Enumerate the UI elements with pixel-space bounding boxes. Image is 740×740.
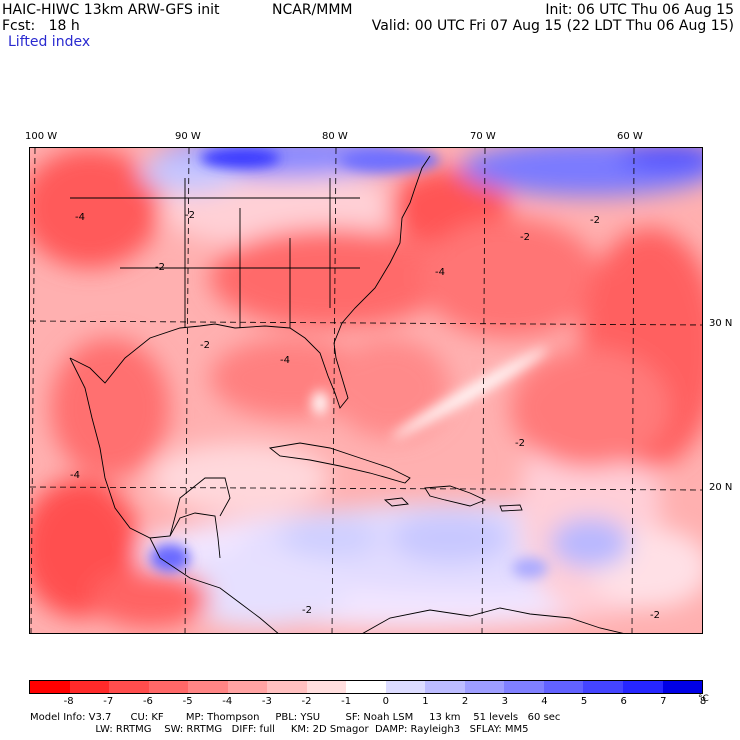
contour-label: -2 (200, 340, 210, 351)
contour-label: -2 (590, 215, 600, 226)
colorbar-tick-label: 0 (382, 696, 389, 707)
model-info-line1: Model Info: V3.7 CU: KF MP: Thompson PBL… (30, 712, 561, 723)
colorbar-swatch (188, 681, 228, 693)
colorbar-swatch (425, 681, 465, 693)
colorbar-swatch (109, 681, 149, 693)
lat-label-30n: 30 N (709, 318, 733, 329)
colorbar-swatch (346, 681, 386, 693)
contour-label: -2 (185, 210, 195, 221)
colorbar-swatch (504, 681, 544, 693)
map-canvas: -4 -2 -2 -4 -2 -2 -2 -4 -2 -4 -2 -2 (30, 148, 702, 633)
colorbar-tick-label: 5 (580, 696, 588, 707)
field-detail (150, 148, 548, 578)
colorbar-tick-label: 2 (461, 696, 469, 707)
contour-label: -2 (650, 610, 660, 621)
colorbar-swatch (227, 681, 268, 693)
colorbar-tick-label: -3 (261, 696, 272, 707)
lat-label-20n: 20 N (709, 482, 733, 493)
colorbar-tick-label: 3 (501, 696, 508, 707)
lifted-index-map: -4 -2 -2 -4 -2 -2 -2 -4 -2 -4 -2 -2 (29, 147, 703, 634)
field-blobs (30, 148, 702, 628)
contour-labels: -4 -2 -2 -4 -2 -2 -2 -4 -2 -4 -2 -2 (70, 210, 660, 621)
colorbar-tick-label: -2 (301, 696, 312, 707)
colorbar-tick-label: 7 (660, 696, 667, 707)
coastlines (69, 155, 624, 633)
colorbar-swatch (267, 681, 307, 693)
model-info-line2: LW: RRTMG SW: RRTMG DIFF: full KM: 2D Sm… (0, 724, 529, 735)
colorbar-tick-label: 4 (541, 696, 548, 707)
colorbar-swatch (30, 681, 70, 693)
colorbar-unit: °C (698, 694, 709, 704)
colorbar-tick-label: -8 (63, 696, 74, 707)
colorbar-swatch (662, 681, 703, 693)
colorbar-tick-label: -4 (222, 696, 233, 707)
center-label: NCAR/MMM (272, 2, 353, 18)
field-name: Lifted index (8, 34, 91, 50)
colorbar-tick-label: -5 (182, 696, 193, 707)
contour-label: -2 (302, 605, 312, 616)
colorbar-tick-label: -1 (341, 696, 352, 707)
model-title: HAIC-HIWC 13km ARW-GFS init (2, 2, 220, 18)
contour-label: -4 (70, 470, 80, 481)
forecast-hour: Fcst: 18 h (2, 18, 80, 34)
colorbar-swatch (583, 681, 623, 693)
valid-time: Valid: 00 UTC Fri 07 Aug 15 (22 LDT Thu … (371, 18, 734, 34)
contour-label: -4 (280, 355, 290, 366)
colorbar-swatch (69, 681, 110, 693)
lon-label-70w: 70 W (470, 131, 496, 142)
lon-label-90w: 90 W (175, 131, 201, 142)
colorbar-tick-label: 8 (699, 696, 707, 707)
colorbar-swatch (464, 681, 505, 693)
lon-label-60w: 60 W (617, 131, 643, 142)
colorbar-swatch (385, 681, 426, 693)
contour-label: -4 (75, 212, 85, 223)
colorbar (29, 680, 703, 694)
init-time: Init: 06 UTC Thu 06 Aug 15 (545, 2, 734, 18)
colorbar-swatch (306, 681, 347, 693)
contour-label: -2 (520, 232, 530, 243)
contour-label: -2 (515, 438, 525, 449)
colorbar-tick-label: -6 (142, 696, 153, 707)
colorbar-swatch (543, 681, 584, 693)
latlon-grid (30, 148, 702, 633)
contour-label: -2 (155, 262, 165, 273)
colorbar-tick-label: 6 (620, 696, 627, 707)
contour-label: -4 (435, 267, 445, 278)
colorbar-tick-label: -7 (103, 696, 114, 707)
colorbar-swatch (148, 681, 189, 693)
lon-label-80w: 80 W (322, 131, 348, 142)
colorbar-swatch (622, 681, 663, 693)
colorbar-tick-label: 1 (422, 696, 429, 707)
lon-label-100w: 100 W (25, 131, 58, 142)
